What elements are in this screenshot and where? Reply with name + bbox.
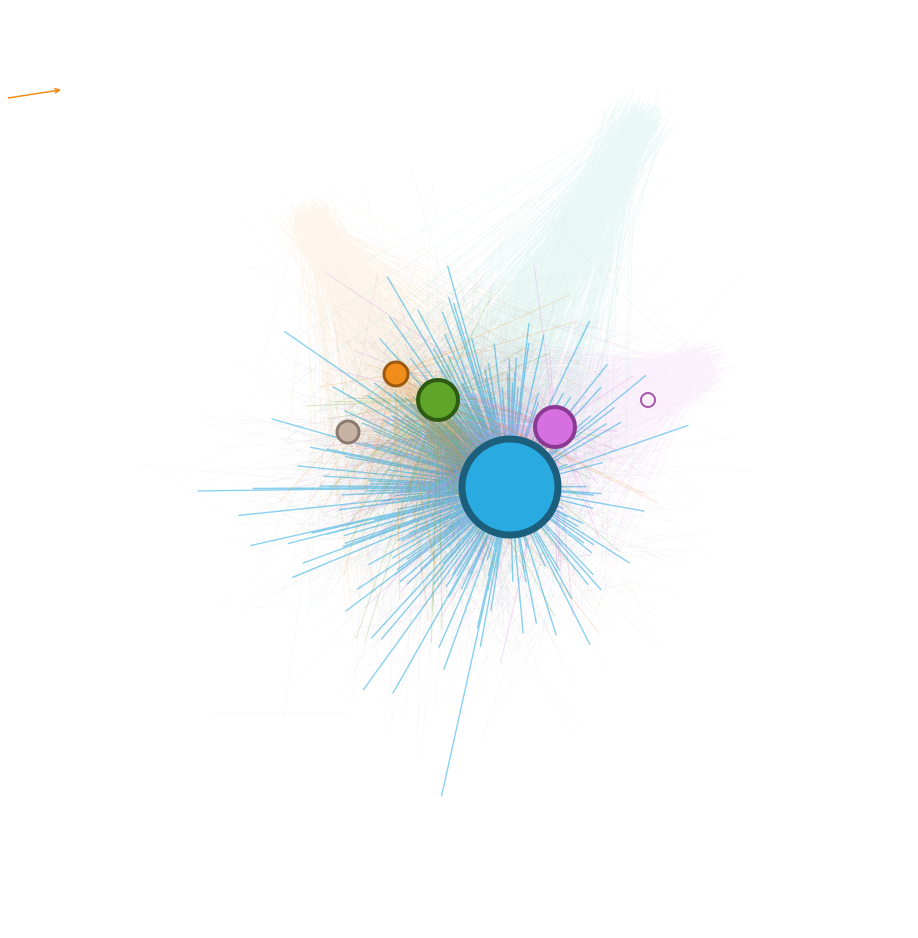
hub-orange xyxy=(384,362,408,386)
hub-green xyxy=(418,380,458,420)
arrow-marker xyxy=(8,89,60,98)
hub-cyan xyxy=(462,439,558,535)
hub-magenta xyxy=(535,407,575,447)
network-graph xyxy=(0,0,918,938)
hub-tan xyxy=(337,421,359,443)
